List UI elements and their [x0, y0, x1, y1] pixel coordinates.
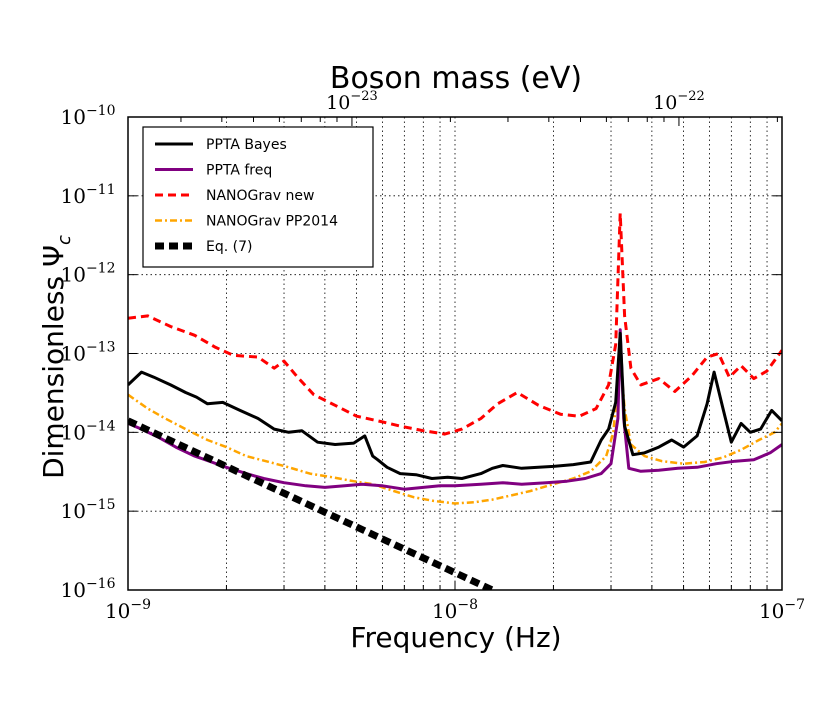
series-line: [128, 211, 782, 436]
y-tick-label-exponent: −14: [86, 418, 116, 434]
plot-frame: [127, 116, 783, 591]
y-tick-label-exponent: −15: [86, 497, 116, 513]
y-tick-label-exponent: −11: [86, 182, 116, 198]
y-tick-label-exponent: −10: [86, 103, 116, 119]
x-tick-label-exponent: −8: [457, 597, 478, 613]
y-axis-label-subscript: c: [54, 235, 75, 245]
legend: PPTA Bayes PPTA freq NANOGrav new NANOGrav …: [142, 126, 374, 268]
y-tick-label-base: 10: [61, 263, 86, 287]
y-tick-label: 10−16: [61, 576, 116, 602]
top-tick-label-exponent: −22: [677, 89, 704, 104]
y-axis-label: Dimensionless Ψc: [37, 235, 75, 479]
legend-label: Eq. (7): [206, 239, 252, 255]
x-tick-label-base: 10: [759, 599, 784, 623]
y-tick-label: 10−10: [61, 103, 116, 129]
x-tick-label-exponent: −7: [784, 597, 805, 613]
y-tick-label-base: 10: [61, 578, 86, 602]
legend-label: PPTA Bayes: [206, 137, 287, 153]
series-layer: [128, 211, 782, 590]
y-tick-label-base: 10: [61, 184, 86, 208]
y-tick-label-exponent: −13: [86, 340, 116, 356]
top-tick-label: 10−23: [326, 89, 378, 114]
series-line: [128, 417, 494, 590]
y-axis-label-text: Dimensionless Ψ: [37, 245, 70, 479]
legend-label: NANOGrav PP2014: [206, 214, 338, 230]
x-tick-label: 10−9: [105, 597, 151, 623]
x-tick-label: 10−7: [759, 597, 805, 623]
y-tick-label: 10−15: [61, 497, 116, 523]
top-tick-label-base: 10: [326, 92, 350, 114]
top-axis-label: Boson mass (eV): [330, 61, 582, 96]
legend-label: PPTA freq: [206, 163, 272, 179]
axes: [127, 116, 783, 591]
y-tick-label-base: 10: [61, 342, 86, 366]
y-tick-label: 10−13: [61, 340, 116, 366]
grid-lines: [128, 117, 782, 590]
y-tick-label-base: 10: [61, 499, 86, 523]
y-tick-label: 10−11: [61, 182, 116, 208]
y-tick-label-base: 10: [61, 420, 86, 444]
top-tick-label: 10−22: [653, 89, 705, 114]
x-tick-label-base: 10: [432, 599, 457, 623]
legend-label: NANOGrav new: [206, 188, 314, 204]
x-axis-label: Frequency (Hz): [350, 621, 561, 654]
y-tick-label: 10−12: [61, 261, 116, 287]
tick-labels: 10−9 10−8 10−710−1610−1510−1410−1310−1210−…: [61, 89, 806, 623]
y-tick-label: 10−14: [61, 418, 116, 444]
top-tick-label-exponent: −23: [350, 89, 377, 104]
y-tick-label-exponent: −12: [86, 261, 116, 277]
legend-box: [142, 126, 374, 268]
top-tick-label-base: 10: [653, 92, 677, 114]
x-tick-label-exponent: −9: [130, 597, 151, 613]
series-line: [128, 352, 782, 505]
y-tick-label-exponent: −16: [86, 576, 116, 592]
series-line: [128, 331, 782, 480]
x-tick-label-base: 10: [105, 599, 130, 623]
y-tick-label-base: 10: [61, 105, 86, 129]
x-tick-label: 10−8: [432, 597, 478, 623]
